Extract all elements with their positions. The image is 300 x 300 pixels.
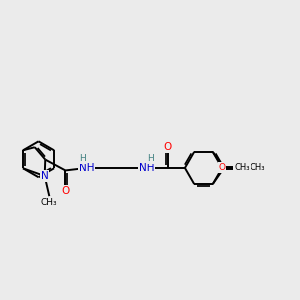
Text: O: O xyxy=(219,164,226,173)
Text: H: H xyxy=(80,154,86,163)
Text: N: N xyxy=(41,171,49,181)
Text: CH₃: CH₃ xyxy=(234,163,250,172)
Text: O: O xyxy=(164,142,172,152)
Text: CH₃: CH₃ xyxy=(250,164,265,172)
Text: H: H xyxy=(147,154,154,163)
Text: O: O xyxy=(61,186,70,196)
Text: CH₃: CH₃ xyxy=(234,164,250,173)
Text: O: O xyxy=(219,163,226,172)
Text: CH₃: CH₃ xyxy=(41,198,58,207)
Text: NH: NH xyxy=(139,163,154,173)
Text: O: O xyxy=(233,164,240,172)
Text: NH: NH xyxy=(79,163,94,173)
